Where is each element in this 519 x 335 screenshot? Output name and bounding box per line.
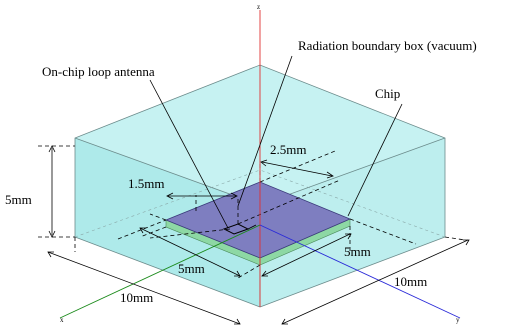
dim-box-left (47, 251, 241, 325)
construction-lines (38, 145, 466, 279)
chip-label: Chip (375, 86, 400, 101)
z-axis-label: z (257, 3, 260, 11)
dim-loop-label: 1.5mm (128, 176, 164, 191)
dim-chip-left-label: 5mm (178, 261, 205, 276)
y-axis (259, 224, 461, 319)
dim-chip-right (261, 233, 352, 277)
box-hidden-edges (74, 169, 446, 238)
antenna-feed (247, 224, 257, 230)
x-axis-label: x (60, 316, 64, 324)
leader-lines (149, 55, 403, 229)
dim-loop (166, 192, 238, 200)
dim-height (48, 145, 56, 238)
radiation-box-label: Radiation boundary box (vacuum) (298, 38, 477, 53)
dim-box-right-label: 10mm (394, 274, 427, 289)
box-right-face (260, 138, 445, 307)
dim-box-left-label: 10mm (120, 290, 153, 305)
dim-chip-left (139, 227, 241, 277)
x-axis (59, 224, 261, 319)
antenna-label: On-chip loop antenna (42, 64, 155, 79)
dim-chip-right-label: 5mm (344, 244, 371, 259)
y-axis-label: y (456, 316, 460, 324)
dim-height-label: 5mm (5, 192, 32, 207)
dim-offset-label: 2.5mm (270, 142, 306, 157)
dim-box-right (281, 239, 470, 325)
dim-offset (260, 159, 334, 179)
